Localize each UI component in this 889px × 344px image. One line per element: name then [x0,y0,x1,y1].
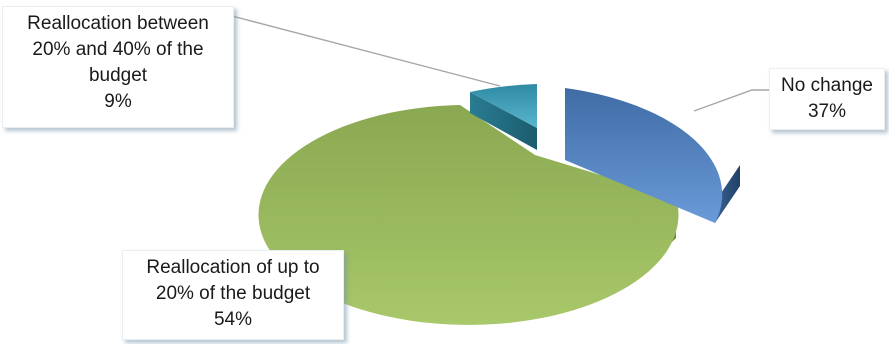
label-up-to-20-line1: Reallocation of up to [146,257,320,278]
label-no-change-line1: No change [781,75,873,96]
label-between-line3: budget [88,65,148,86]
slice-up-to-20 [258,105,679,325]
slice-between [470,84,537,128]
slice-no-change [565,88,723,223]
label-no-change-value: 37% [807,101,847,122]
leader-line-no-change [693,89,769,112]
label-between-value: 9% [104,91,132,112]
label-up-to-20-line2: 20% of the budget [155,283,311,304]
label-between-line1: Reallocation between [27,13,209,34]
label-between-line2: 20% and 40% of the [32,39,204,60]
slice-between-side [470,92,537,150]
label-no-change: No change 37% [769,68,885,130]
leader-line-between [231,15,501,87]
label-up-to-20: Reallocation of up to 20% of the budget … [122,250,344,340]
label-up-to-20-value: 54% [213,309,253,330]
label-between: Reallocation between 20% and 40% of the … [2,6,234,128]
slice-no-change-side [715,165,740,223]
